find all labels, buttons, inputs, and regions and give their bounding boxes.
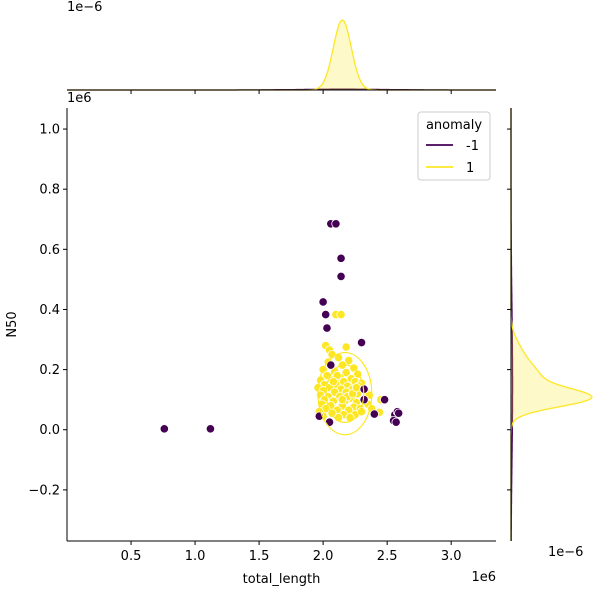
y-tick-label: 0.8 xyxy=(39,183,60,198)
point-anomaly xyxy=(159,424,169,434)
y-tick-label: 0.6 xyxy=(39,243,60,258)
x-tick-label: 2.0 xyxy=(313,549,334,564)
point-normal xyxy=(337,395,347,405)
point-anomaly xyxy=(379,395,390,405)
y-tick-label: 1.0 xyxy=(39,123,60,138)
point-normal xyxy=(336,309,346,320)
x-tick-label: 0.5 xyxy=(121,549,142,564)
right-kde-line-normal xyxy=(510,108,593,541)
y-ticks: −0.2 0.0 0.2 0.4 0.6 0.8 1.0 xyxy=(28,123,67,498)
right-marginal-kde xyxy=(510,108,593,541)
point-anomaly xyxy=(394,408,404,418)
point-anomaly xyxy=(324,417,335,427)
x-offset-text: 1e6 xyxy=(471,570,496,585)
point-anomaly xyxy=(356,337,367,348)
top-marginal-offset-text: 1e−6 xyxy=(67,0,102,15)
y-axis-label: N50 xyxy=(5,311,20,337)
scatter-axes: 0.5 1.0 1.5 2.0 2.5 3.0 −0.2 0.0 0.2 0.4 0.6 0.8 1.… xyxy=(5,91,496,587)
x-tick-label: 1.0 xyxy=(185,549,206,564)
point-anomaly xyxy=(336,271,346,281)
point-anomaly xyxy=(336,253,346,263)
top-marginal-kde xyxy=(67,19,496,91)
kde-contour-outer xyxy=(317,351,373,436)
point-anomaly xyxy=(205,424,216,434)
legend-entries: -11 xyxy=(426,139,479,176)
x-axis-label: total_length xyxy=(243,572,321,587)
point-normal xyxy=(345,413,355,423)
point-normal xyxy=(341,342,351,352)
y-offset-text: 1e6 xyxy=(67,91,92,106)
y-tick-label: −0.2 xyxy=(28,483,60,498)
kde-contour-inner xyxy=(325,364,365,424)
top-marginal-axes: 1e−6 xyxy=(67,0,496,94)
x-tick-label: 1.5 xyxy=(249,549,270,564)
right-marginal-ticks xyxy=(507,128,511,491)
legend: anomaly -11 xyxy=(417,111,491,181)
legend-box xyxy=(417,111,491,181)
point-anomaly xyxy=(322,323,332,333)
point-anomaly xyxy=(331,219,341,229)
point-anomaly xyxy=(321,309,331,320)
x-tick-label: 3.0 xyxy=(441,549,462,564)
right-marginal-offset-text: 1e−6 xyxy=(548,545,583,560)
point-anomaly xyxy=(391,417,401,427)
kde-contour xyxy=(317,351,373,436)
point-normal xyxy=(344,355,354,366)
y-tick-label: 0.4 xyxy=(39,303,60,318)
right-kde-fill-normal xyxy=(511,108,592,541)
y-tick-label: 0.2 xyxy=(39,363,60,378)
x-ticks: 0.5 1.0 1.5 2.0 2.5 3.0 xyxy=(121,541,462,564)
point-anomaly xyxy=(318,297,328,307)
point-normal xyxy=(341,368,351,378)
top-kde-fill-normal xyxy=(67,20,496,91)
legend-entry-label: 1 xyxy=(466,161,474,176)
y-tick-label: 0.0 xyxy=(39,423,60,438)
top-marginal-ticks xyxy=(130,90,452,94)
point-anomaly xyxy=(326,360,336,370)
point-normal xyxy=(351,383,362,393)
point-normal xyxy=(328,377,338,387)
point-anomaly xyxy=(369,409,379,419)
legend-entry-label: -1 xyxy=(466,139,479,154)
top-kde-line-normal xyxy=(67,19,496,91)
legend-title: anomaly xyxy=(426,118,482,133)
x-tick-label: 2.5 xyxy=(377,549,398,564)
scatter-points xyxy=(159,219,404,434)
right-marginal-axes: 1e−6 xyxy=(507,108,593,560)
